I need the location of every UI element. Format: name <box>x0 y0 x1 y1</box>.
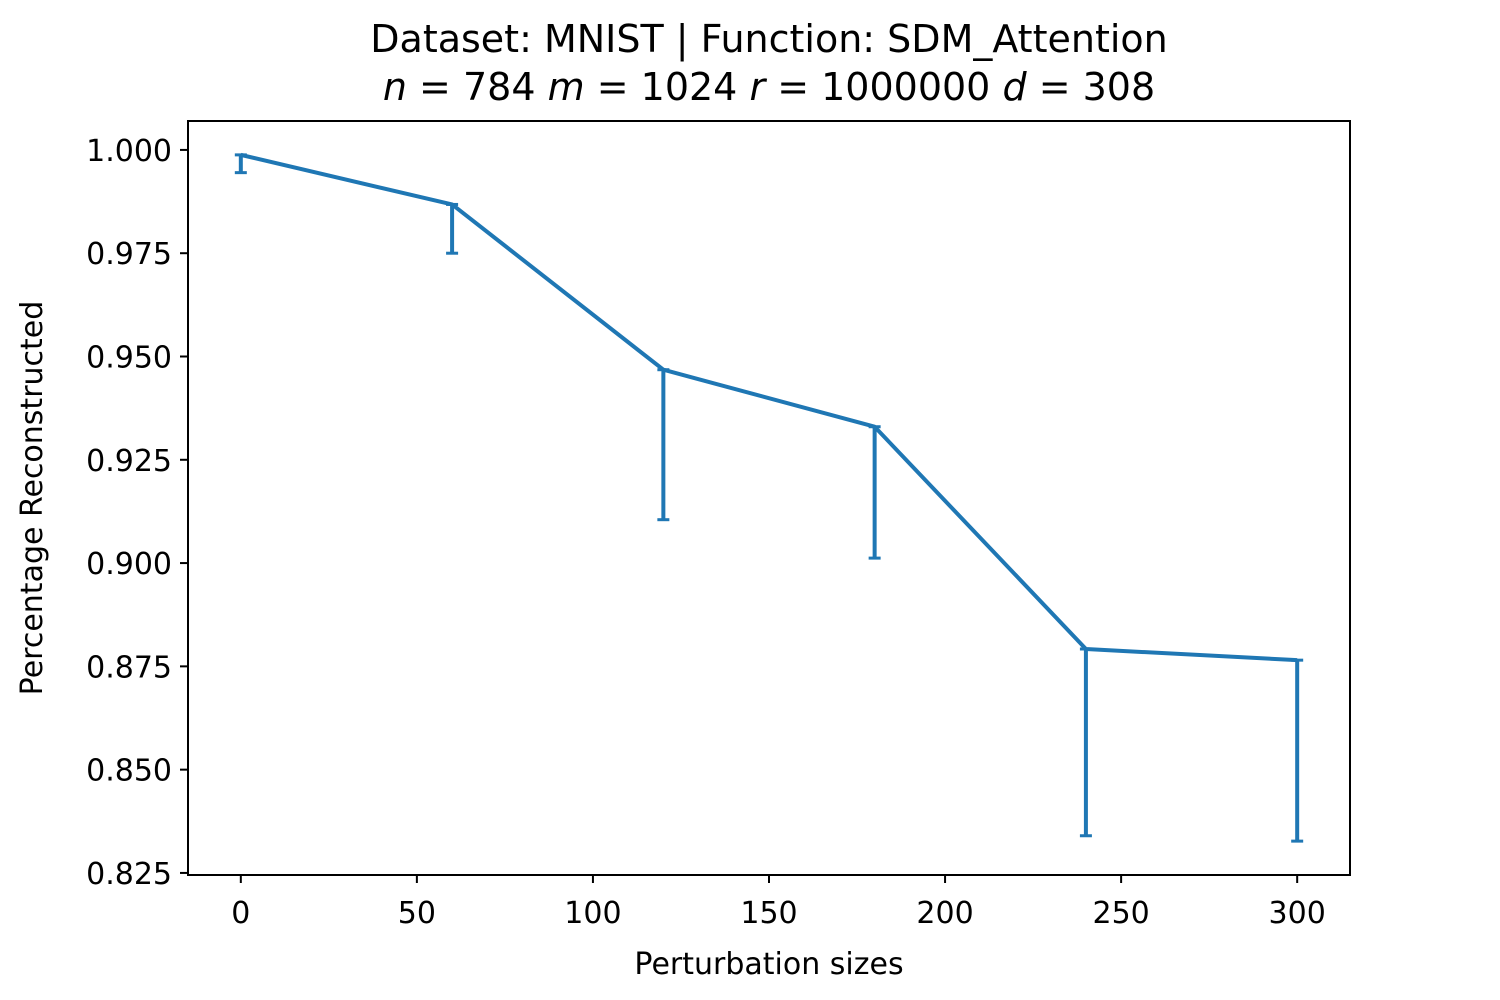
subtitle-r-symbol: r <box>749 65 767 109</box>
subtitle-d-value: 308 <box>1083 65 1156 109</box>
x-axis: 0 50 100 150 200 250 300 <box>231 875 1326 931</box>
subtitle-r-value: 1000000 <box>821 65 990 109</box>
x-tick-label: 200 <box>916 896 973 931</box>
axes-frame <box>187 120 1351 876</box>
subtitle-n-value: 784 <box>463 65 536 109</box>
x-tick-label: 150 <box>740 896 797 931</box>
chart-title: Dataset: MNIST | Function: SDM_Attention <box>370 17 1167 62</box>
x-tick-label: 50 <box>398 896 436 931</box>
y-tick-label: 0.975 <box>86 237 172 272</box>
y-axis: 0.825 0.850 0.875 0.900 0.925 0.950 0.975 1.000 <box>86 134 188 892</box>
x-tick-label: 100 <box>564 896 621 931</box>
subtitle-m-symbol: m <box>548 65 585 109</box>
chart-subtitle: n = 784 m = 1024 r = 1000000 d = 308 <box>383 65 1155 109</box>
x-axis-label: Perturbation sizes <box>634 947 903 982</box>
y-tick-label: 1.000 <box>86 134 172 169</box>
x-tick-label: 250 <box>1092 896 1149 931</box>
series-line <box>240 152 1298 663</box>
x-tick-label: 300 <box>1269 896 1326 931</box>
y-tick-label: 0.825 <box>86 857 172 892</box>
y-axis-label: Percentage Reconstructed <box>15 301 50 696</box>
subtitle-d-equals: = <box>1039 65 1071 109</box>
subtitle-r-equals: = <box>777 65 809 109</box>
x-tick-label: 0 <box>231 896 250 931</box>
y-tick-label: 0.850 <box>86 754 172 789</box>
plot-area <box>234 152 1304 843</box>
subtitle-d-symbol: d <box>1002 65 1027 109</box>
y-tick-label: 0.925 <box>86 444 172 479</box>
subtitle-m-value: 1024 <box>641 65 738 109</box>
subtitle-m-equals: = <box>597 65 629 109</box>
y-tick-label: 0.950 <box>86 340 172 375</box>
y-tick-label: 0.875 <box>86 650 172 685</box>
subtitle-n-symbol: n <box>383 65 407 109</box>
subtitle-n-equals: = <box>419 65 451 109</box>
y-tick-label: 0.900 <box>86 547 172 582</box>
